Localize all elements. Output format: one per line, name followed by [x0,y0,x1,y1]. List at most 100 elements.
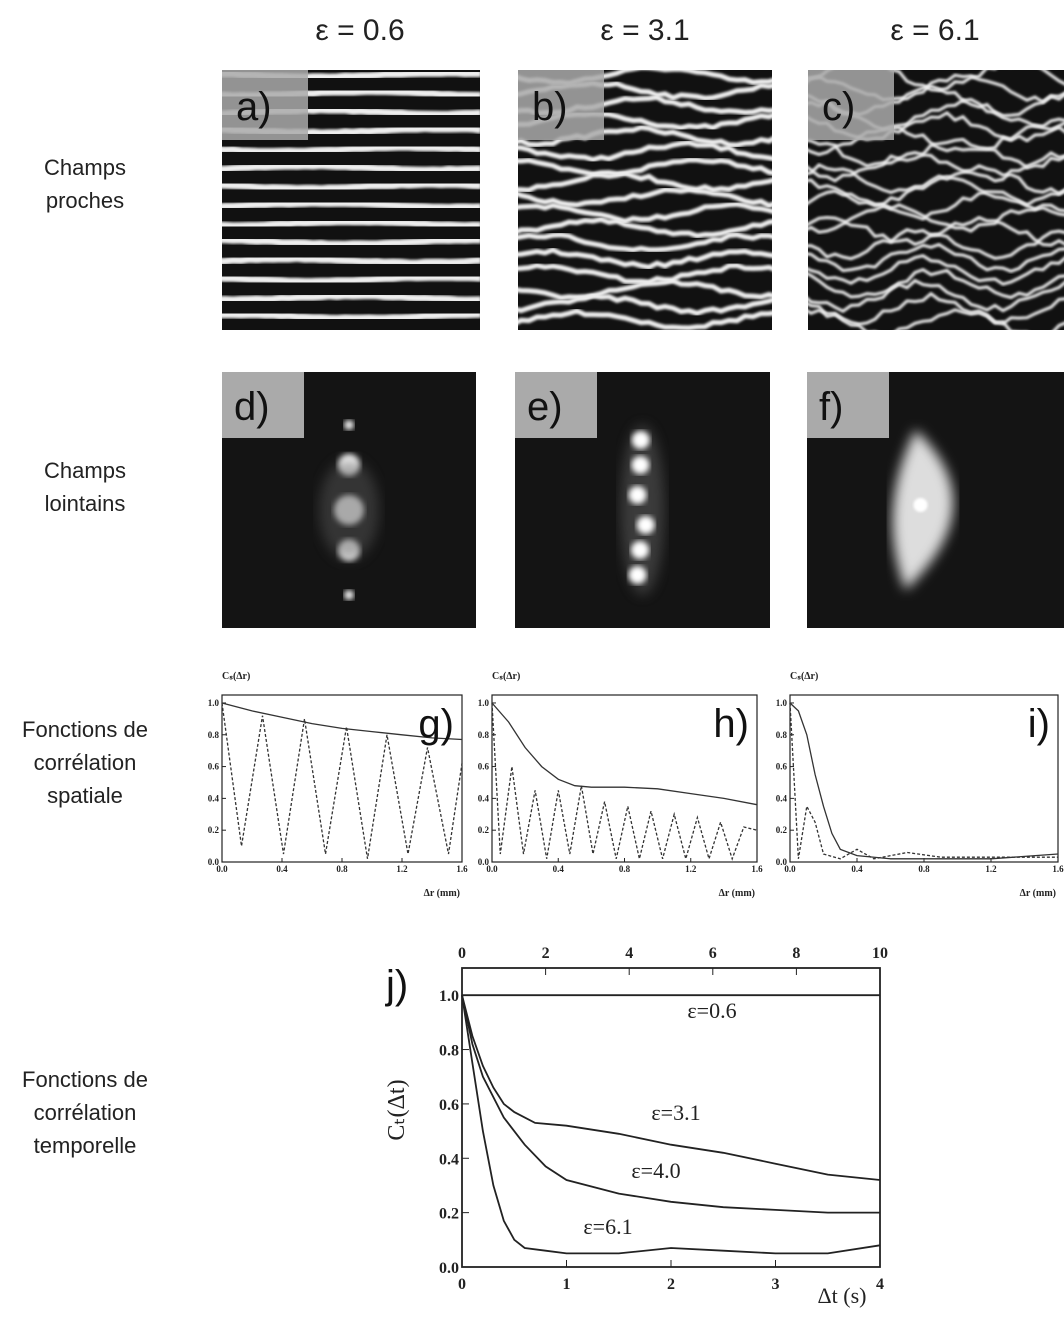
x-tick-label: 0.8 [336,864,348,874]
stripe [518,170,772,193]
stripe [222,273,480,286]
spot [628,486,647,504]
series-label: ε=0.6 [687,998,736,1023]
label-box [515,372,597,438]
y-tick-label: 1.0 [478,698,490,708]
stripe [222,199,480,212]
series-line [789,702,1059,860]
series-line [221,702,463,741]
x2-tick-label: 2 [542,945,550,962]
panel-label: f) [819,385,843,429]
spot [344,590,354,600]
series-label: ε=3.1 [651,1100,700,1125]
y-tick-label: 0.4 [439,1151,459,1168]
spot [628,566,647,584]
row-label: corrélation [34,1100,137,1125]
panel-label: i) [1028,702,1050,746]
stripe [518,308,772,330]
x-axis-label: Δt (s) [818,1283,867,1308]
y-tick-label: 0.6 [208,762,220,772]
y-tick-label: 0.0 [478,857,490,867]
row-label: proches [46,188,124,213]
panel-label: g) [418,702,454,746]
stripe [518,187,772,209]
y-tick-label: 0.8 [208,730,220,740]
spot [344,420,354,430]
spot [631,456,650,474]
panel-label: d) [234,385,270,429]
label-box [807,372,889,438]
stripe [808,163,1064,196]
y-tick-label: 1.0 [776,698,788,708]
stripe [518,278,772,301]
row-label: lointains [45,491,126,516]
spot [630,541,649,559]
series-line [461,995,880,1214]
spot [631,431,650,449]
y-tick-label: 0.2 [439,1206,459,1223]
column-header: ε = 3.1 [600,14,689,47]
x-tick-label: 1.2 [985,864,997,874]
x2-tick-label: 4 [625,945,633,962]
panel-label: e) [527,385,563,429]
stripe [222,310,480,323]
y-tick-label: 0.0 [776,857,788,867]
y-tick-label: 0.2 [208,825,220,835]
y-tick-label: 0.4 [776,793,788,803]
stripe [808,308,1064,330]
y-axis-label: Cₜ(Δt) [384,1079,410,1140]
x-tick-label: 0.0 [216,864,228,874]
label-box [518,70,604,140]
stripe [518,124,772,148]
panel-label: j) [385,963,408,1007]
stripe [222,218,480,230]
series-line [491,702,758,862]
far-field-image: e) [515,372,770,628]
x2-tick-label: 8 [792,945,800,962]
spot [913,498,928,512]
row-label: spatiale [47,783,123,808]
x-tick-label: 3 [772,1276,780,1293]
stripe [808,70,1064,92]
y-tick-label: 0.0 [439,1260,459,1277]
x-tick-label: 0.4 [851,864,863,874]
row-label: temporelle [34,1133,137,1158]
y-tick-label: 0.8 [478,730,490,740]
x-tick-label: 1.6 [751,864,763,874]
column-header: ε = 0.6 [315,14,404,47]
y-tick-label: 0.6 [478,762,490,772]
y-tick-label: 0.4 [478,793,490,803]
stripe [808,228,1064,261]
near-field-image: a) [222,70,480,330]
y-axis-label: Cₛ(Δr) [492,671,520,682]
panel-label: b) [532,85,568,129]
x-tick-label: 1.2 [685,864,697,874]
label-box [222,372,304,438]
row-label: Fonctions de [22,1067,148,1092]
row-label: Fonctions de [22,717,148,742]
series-line [461,995,881,1255]
stripe [222,161,480,174]
stripe [808,242,1064,273]
x2-tick-label: 10 [872,945,888,962]
label-box [808,70,894,140]
series-line [789,702,1058,860]
y-tick-label: 0.8 [439,1043,459,1060]
far-field-image: f) [807,372,1064,628]
stripe [222,291,480,304]
x-tick-label: 0.8 [918,864,930,874]
x-tick-label: 0.0 [486,864,498,874]
stripe [518,232,772,253]
panel-label: a) [236,85,272,129]
x-tick-label: 0.4 [553,864,565,874]
y-axis-label: Cₛ(Δr) [790,671,818,682]
stripe [518,216,772,239]
stripe [808,291,1064,326]
x2-tick-label: 0 [458,945,466,962]
series-line [491,702,758,806]
row-label: Champs [44,155,126,180]
stripe [808,137,1064,170]
row-label: Champs [44,458,126,483]
x2-tick-label: 6 [709,945,717,962]
